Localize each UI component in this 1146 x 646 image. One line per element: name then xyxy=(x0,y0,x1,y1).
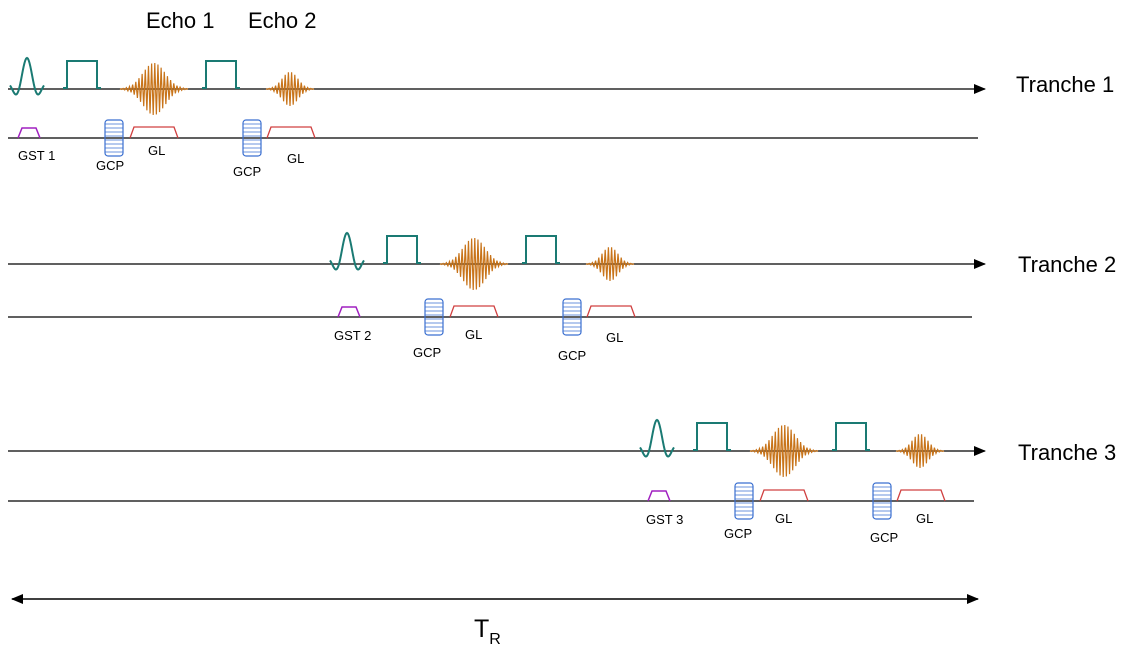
row-3-labels: GST 3 GCP GL GCP GL xyxy=(646,511,933,545)
rf-excitation-pulse xyxy=(329,231,365,271)
slice-1-label: Tranche 1 xyxy=(1016,72,1114,97)
rf-excitation-pulse xyxy=(639,418,675,458)
gst-label: GST 2 xyxy=(334,328,371,343)
slice-2-label: Tranche 2 xyxy=(1018,252,1116,277)
tr-subscript: R xyxy=(489,631,501,646)
gl-label: GL xyxy=(465,327,482,342)
echo-1-label: Echo 1 xyxy=(146,8,215,33)
echo-2-signal xyxy=(585,247,635,282)
row-2-labels: GST 2 GCP GL GCP GL xyxy=(334,327,623,363)
gcp-outline xyxy=(872,482,892,520)
gcp-outline xyxy=(734,482,754,520)
rf-refocusing-pulse xyxy=(63,60,101,89)
rf-excitation-pulse xyxy=(9,56,45,96)
row-1-labels: GST 1 GCP GL GCP GL xyxy=(18,143,304,179)
echo-2-label: Echo 2 xyxy=(248,8,317,33)
gl-label: GL xyxy=(148,143,165,158)
slice-row-2 xyxy=(8,231,986,336)
gcp-label: GCP xyxy=(558,348,586,363)
gcp-phase-encode xyxy=(562,298,582,336)
slice-rows xyxy=(8,56,986,520)
rf-refocusing-pulse xyxy=(383,235,421,264)
gcp-outline xyxy=(104,119,124,157)
echo-1-signal xyxy=(119,63,189,115)
gcp-outline xyxy=(562,298,582,336)
rf-refocusing-pulse xyxy=(832,422,870,451)
gcp-label: GCP xyxy=(724,526,752,541)
gl-readout-gradient xyxy=(449,305,499,318)
echo-1-signal xyxy=(439,238,509,290)
echo-2-signal xyxy=(265,72,315,107)
slice-3-label: Tranche 3 xyxy=(1018,440,1116,465)
gcp-label: GCP xyxy=(96,158,124,173)
gst-gradient xyxy=(337,306,361,318)
gcp-phase-encode xyxy=(104,119,124,157)
gcp-phase-encode xyxy=(734,482,754,520)
gl-readout-gradient xyxy=(896,489,946,502)
gl-label: GL xyxy=(916,511,933,526)
gl-readout-gradient xyxy=(586,305,636,318)
gl-label: GL xyxy=(606,330,623,345)
gcp-phase-encode xyxy=(242,119,262,157)
gst-gradient xyxy=(17,127,41,139)
gcp-phase-encode xyxy=(424,298,444,336)
rf-refocusing-pulse xyxy=(522,235,560,264)
gcp-outline xyxy=(242,119,262,157)
gcp-label: GCP xyxy=(413,345,441,360)
gcp-label: GCP xyxy=(233,164,261,179)
gst-gradient xyxy=(647,490,671,502)
gl-label: GL xyxy=(775,511,792,526)
echo-2-signal xyxy=(895,434,945,469)
slice-row-1 xyxy=(8,56,986,157)
gl-readout-gradient xyxy=(129,126,179,139)
gl-readout-gradient xyxy=(266,126,316,139)
gcp-phase-encode xyxy=(872,482,892,520)
gl-label: GL xyxy=(287,151,304,166)
rf-refocusing-pulse xyxy=(693,422,731,451)
gl-readout-gradient xyxy=(759,489,809,502)
echo-1-signal xyxy=(749,425,819,477)
gcp-label: GCP xyxy=(870,530,898,545)
tr-main: T xyxy=(474,615,489,643)
gst-label: GST 1 xyxy=(18,148,55,163)
gst-label: GST 3 xyxy=(646,512,683,527)
tr-label: TR xyxy=(474,615,501,646)
gcp-outline xyxy=(424,298,444,336)
slice-row-3 xyxy=(8,418,986,520)
rf-refocusing-pulse xyxy=(202,60,240,89)
